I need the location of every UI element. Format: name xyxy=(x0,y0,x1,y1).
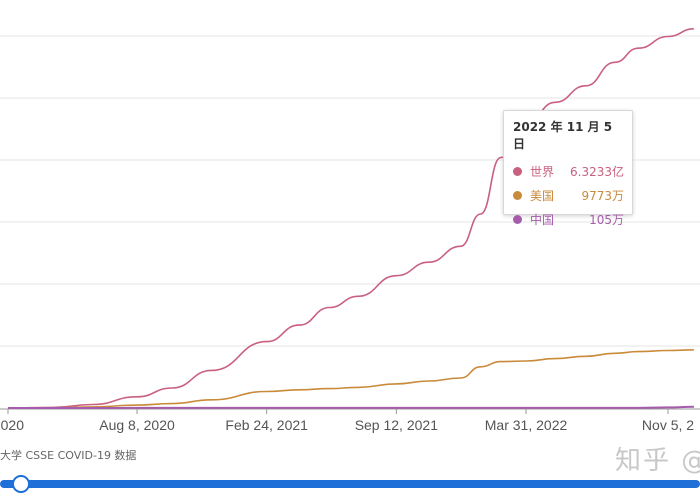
tooltip-row-usa: 美国 9773万 xyxy=(513,183,624,207)
tooltip-series-value: 9773万 xyxy=(581,188,624,203)
timeline-slider-handle[interactable] xyxy=(12,475,30,493)
x-tick-label: 2020 xyxy=(0,417,24,433)
gridlines xyxy=(0,35,700,347)
tooltip-row-world: 世界 6.3233亿 xyxy=(513,159,624,183)
timeline-slider-track[interactable] xyxy=(0,480,700,488)
tooltip-series-value: 105万 xyxy=(589,212,624,227)
hover-tooltip: 2022 年 11 月 5 日 世界 6.3233亿 美国 9773万 中国 1… xyxy=(503,110,633,227)
tooltip-series-name: 美国 xyxy=(530,188,555,203)
tooltip-series-value: 6.3233亿 xyxy=(570,164,624,179)
china-dot-icon xyxy=(513,214,522,224)
watermark: 知乎 @ xyxy=(615,446,700,476)
world-dot-icon xyxy=(513,166,522,176)
x-tick-label: Mar 31, 2022 xyxy=(485,417,568,433)
series-line-2 xyxy=(8,405,694,409)
series-line-0 xyxy=(7,28,694,409)
source-note: 大学 CSSE COVID-19 数据 xyxy=(0,449,137,462)
x-tick-label: Nov 5, 2 xyxy=(642,417,694,433)
x-tick-label: Sep 12, 2021 xyxy=(355,417,439,433)
series-line-1 xyxy=(7,349,694,409)
series-lines xyxy=(7,28,694,409)
usa-dot-icon xyxy=(513,190,522,200)
tooltip-series-name: 中国 xyxy=(530,212,555,227)
tooltip-date: 2022 年 11 月 5 日 xyxy=(513,120,613,151)
x-tick-label: Feb 24, 2021 xyxy=(225,417,308,433)
x-axis-ticks: 2020 Aug 8, 2020 Feb 24, 2021 Sep 12, 2021 M… xyxy=(0,409,694,433)
tooltip-series-name: 世界 xyxy=(530,164,555,179)
tooltip-row-china: 中国 105万 xyxy=(513,207,624,231)
x-tick-label: Aug 8, 2020 xyxy=(99,417,175,433)
